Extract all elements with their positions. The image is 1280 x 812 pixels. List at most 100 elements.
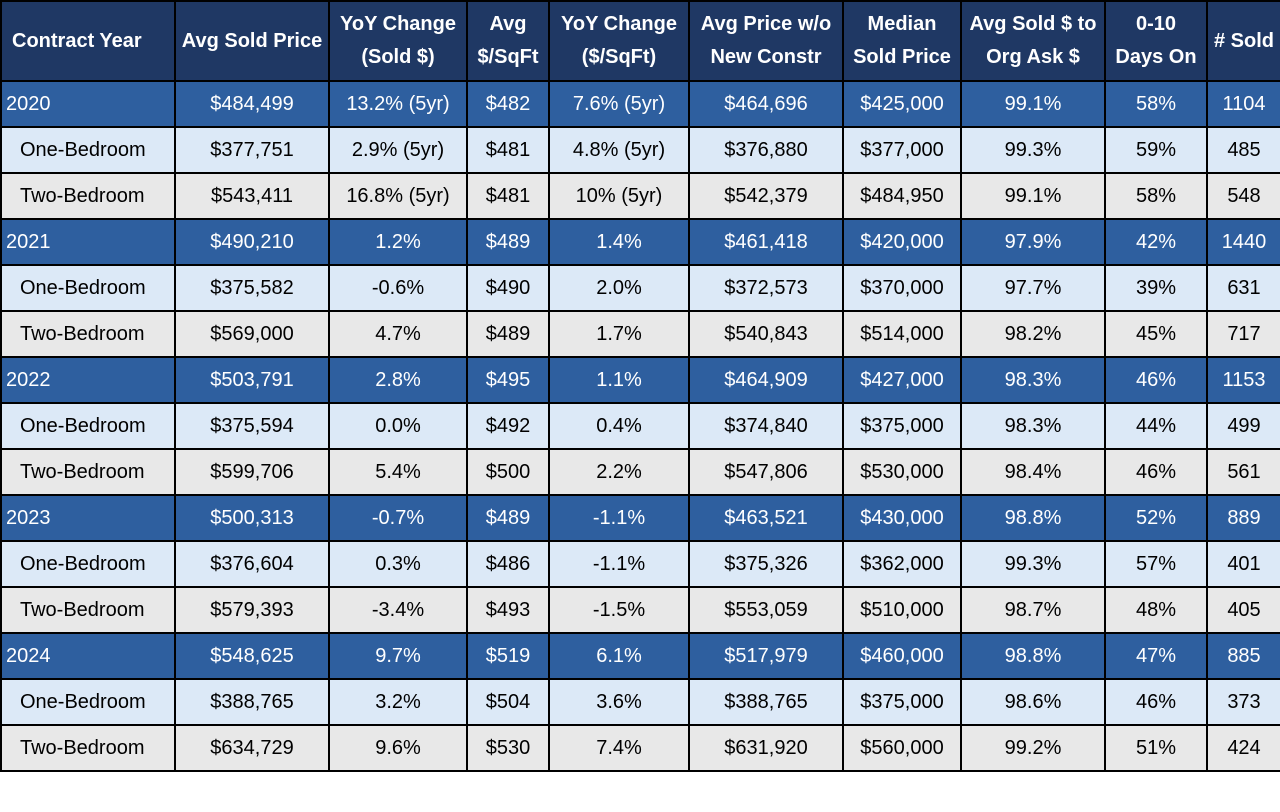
cell-number-sold: 889 xyxy=(1206,494,1280,542)
year-summary-row: 2021 $490,210 1.2% $489 1.4% $461,418 $420,000… xyxy=(0,218,1280,266)
cell-avg-price-no-new-constr: $461,418 xyxy=(688,218,844,266)
cell-avg-sold-price: $599,706 xyxy=(174,448,330,496)
cell-avg-per-sqft: $481 xyxy=(466,126,550,174)
cell-number-sold: 1440 xyxy=(1206,218,1280,266)
two-bedroom-row: Two-Bedroom $634,729 9.6% $530 7.4% $631,920 $… xyxy=(0,724,1280,772)
cell-number-sold: 1104 xyxy=(1206,80,1280,128)
year-summary-row: 2024 $548,625 9.7% $519 6.1% $517,979 $460,000… xyxy=(0,632,1280,680)
cell-yoy-change-sqft: 2.2% xyxy=(548,448,690,496)
cell-contract-year: One-Bedroom xyxy=(0,540,176,588)
cell-number-sold: 717 xyxy=(1206,310,1280,358)
two-bedroom-row: Two-Bedroom $599,706 5.4% $500 2.2% $547,806 $… xyxy=(0,448,1280,496)
cell-avg-sold-price: $375,582 xyxy=(174,264,330,312)
cell-contract-year: One-Bedroom xyxy=(0,402,176,450)
cell-median-sold-price: $425,000 xyxy=(842,80,962,128)
cell-avg-per-sqft: $492 xyxy=(466,402,550,450)
cell-yoy-change-sqft: 10% (5yr) xyxy=(548,172,690,220)
cell-yoy-change-sold: -3.4% xyxy=(328,586,468,634)
cell-avg-per-sqft: $519 xyxy=(466,632,550,680)
header-contract-year: Contract Year xyxy=(0,0,176,82)
one-bedroom-row: One-Bedroom $377,751 2.9% (5yr) $481 4.8% (5… xyxy=(0,126,1280,174)
cell-contract-year: Two-Bedroom xyxy=(0,310,176,358)
cell-yoy-change-sold: 5.4% xyxy=(328,448,468,496)
cell-yoy-change-sold: 9.6% xyxy=(328,724,468,772)
cell-avg-per-sqft: $504 xyxy=(466,678,550,726)
cell-avg-price-no-new-constr: $372,573 xyxy=(688,264,844,312)
cell-number-sold: 631 xyxy=(1206,264,1280,312)
cell-sold-to-ask-ratio: 98.3% xyxy=(960,356,1106,404)
cell-yoy-change-sqft: 1.7% xyxy=(548,310,690,358)
cell-contract-year: 2023 xyxy=(0,494,176,542)
cell-avg-price-no-new-constr: $374,840 xyxy=(688,402,844,450)
cell-sold-to-ask-ratio: 99.1% xyxy=(960,80,1106,128)
cell-yoy-change-sqft: -1.1% xyxy=(548,494,690,542)
cell-number-sold: 499 xyxy=(1206,402,1280,450)
cell-avg-per-sqft: $493 xyxy=(466,586,550,634)
cell-yoy-change-sqft: -1.1% xyxy=(548,540,690,588)
cell-yoy-change-sold: -0.6% xyxy=(328,264,468,312)
cell-avg-price-no-new-constr: $553,059 xyxy=(688,586,844,634)
sales-summary-table: Contract Year Avg Sold Price YoY Change … xyxy=(0,0,1280,772)
cell-avg-per-sqft: $489 xyxy=(466,310,550,358)
cell-avg-price-no-new-constr: $376,880 xyxy=(688,126,844,174)
cell-days-on-market: 45% xyxy=(1104,310,1208,358)
cell-days-on-market: 46% xyxy=(1104,678,1208,726)
cell-contract-year: Two-Bedroom xyxy=(0,448,176,496)
cell-yoy-change-sqft: 1.1% xyxy=(548,356,690,404)
cell-median-sold-price: $375,000 xyxy=(842,402,962,450)
cell-avg-price-no-new-constr: $464,696 xyxy=(688,80,844,128)
header-yoy-change-sold: YoY Change (Sold $) xyxy=(328,0,468,82)
cell-median-sold-price: $530,000 xyxy=(842,448,962,496)
cell-avg-sold-price: $490,210 xyxy=(174,218,330,266)
cell-days-on-market: 58% xyxy=(1104,172,1208,220)
cell-days-on-market: 51% xyxy=(1104,724,1208,772)
cell-avg-sold-price: $500,313 xyxy=(174,494,330,542)
cell-avg-per-sqft: $495 xyxy=(466,356,550,404)
cell-avg-sold-price: $377,751 xyxy=(174,126,330,174)
cell-yoy-change-sold: 0.3% xyxy=(328,540,468,588)
cell-median-sold-price: $377,000 xyxy=(842,126,962,174)
cell-sold-to-ask-ratio: 98.3% xyxy=(960,402,1106,450)
cell-yoy-change-sqft: 6.1% xyxy=(548,632,690,680)
cell-days-on-market: 42% xyxy=(1104,218,1208,266)
cell-sold-to-ask-ratio: 98.8% xyxy=(960,632,1106,680)
cell-median-sold-price: $370,000 xyxy=(842,264,962,312)
cell-days-on-market: 39% xyxy=(1104,264,1208,312)
cell-yoy-change-sqft: 3.6% xyxy=(548,678,690,726)
cell-avg-price-no-new-constr: $517,979 xyxy=(688,632,844,680)
cell-days-on-market: 52% xyxy=(1104,494,1208,542)
cell-avg-per-sqft: $482 xyxy=(466,80,550,128)
cell-median-sold-price: $510,000 xyxy=(842,586,962,634)
cell-days-on-market: 58% xyxy=(1104,80,1208,128)
cell-number-sold: 561 xyxy=(1206,448,1280,496)
cell-sold-to-ask-ratio: 98.4% xyxy=(960,448,1106,496)
header-median-sold-price: Median Sold Price xyxy=(842,0,962,82)
two-bedroom-row: Two-Bedroom $543,411 16.8% (5yr) $481 10% (5… xyxy=(0,172,1280,220)
cell-yoy-change-sqft: 0.4% xyxy=(548,402,690,450)
cell-days-on-market: 46% xyxy=(1104,448,1208,496)
cell-number-sold: 405 xyxy=(1206,586,1280,634)
cell-avg-per-sqft: $530 xyxy=(466,724,550,772)
cell-avg-sold-price: $375,594 xyxy=(174,402,330,450)
cell-avg-sold-price: $503,791 xyxy=(174,356,330,404)
cell-number-sold: 424 xyxy=(1206,724,1280,772)
cell-number-sold: 485 xyxy=(1206,126,1280,174)
cell-days-on-market: 47% xyxy=(1104,632,1208,680)
cell-avg-per-sqft: $500 xyxy=(466,448,550,496)
cell-median-sold-price: $375,000 xyxy=(842,678,962,726)
header-avg-sold-price: Avg Sold Price xyxy=(174,0,330,82)
cell-sold-to-ask-ratio: 98.2% xyxy=(960,310,1106,358)
cell-avg-sold-price: $548,625 xyxy=(174,632,330,680)
cell-yoy-change-sold: 1.2% xyxy=(328,218,468,266)
cell-median-sold-price: $427,000 xyxy=(842,356,962,404)
cell-yoy-change-sold: 16.8% (5yr) xyxy=(328,172,468,220)
cell-median-sold-price: $514,000 xyxy=(842,310,962,358)
header-avg-per-sqft: Avg $/SqFt xyxy=(466,0,550,82)
cell-number-sold: 1153 xyxy=(1206,356,1280,404)
two-bedroom-row: Two-Bedroom $569,000 4.7% $489 1.7% $540,843 $… xyxy=(0,310,1280,358)
cell-yoy-change-sold: 2.8% xyxy=(328,356,468,404)
cell-yoy-change-sold: 9.7% xyxy=(328,632,468,680)
one-bedroom-row: One-Bedroom $376,604 0.3% $486 -1.1% $375,326… xyxy=(0,540,1280,588)
cell-median-sold-price: $484,950 xyxy=(842,172,962,220)
cell-sold-to-ask-ratio: 97.9% xyxy=(960,218,1106,266)
